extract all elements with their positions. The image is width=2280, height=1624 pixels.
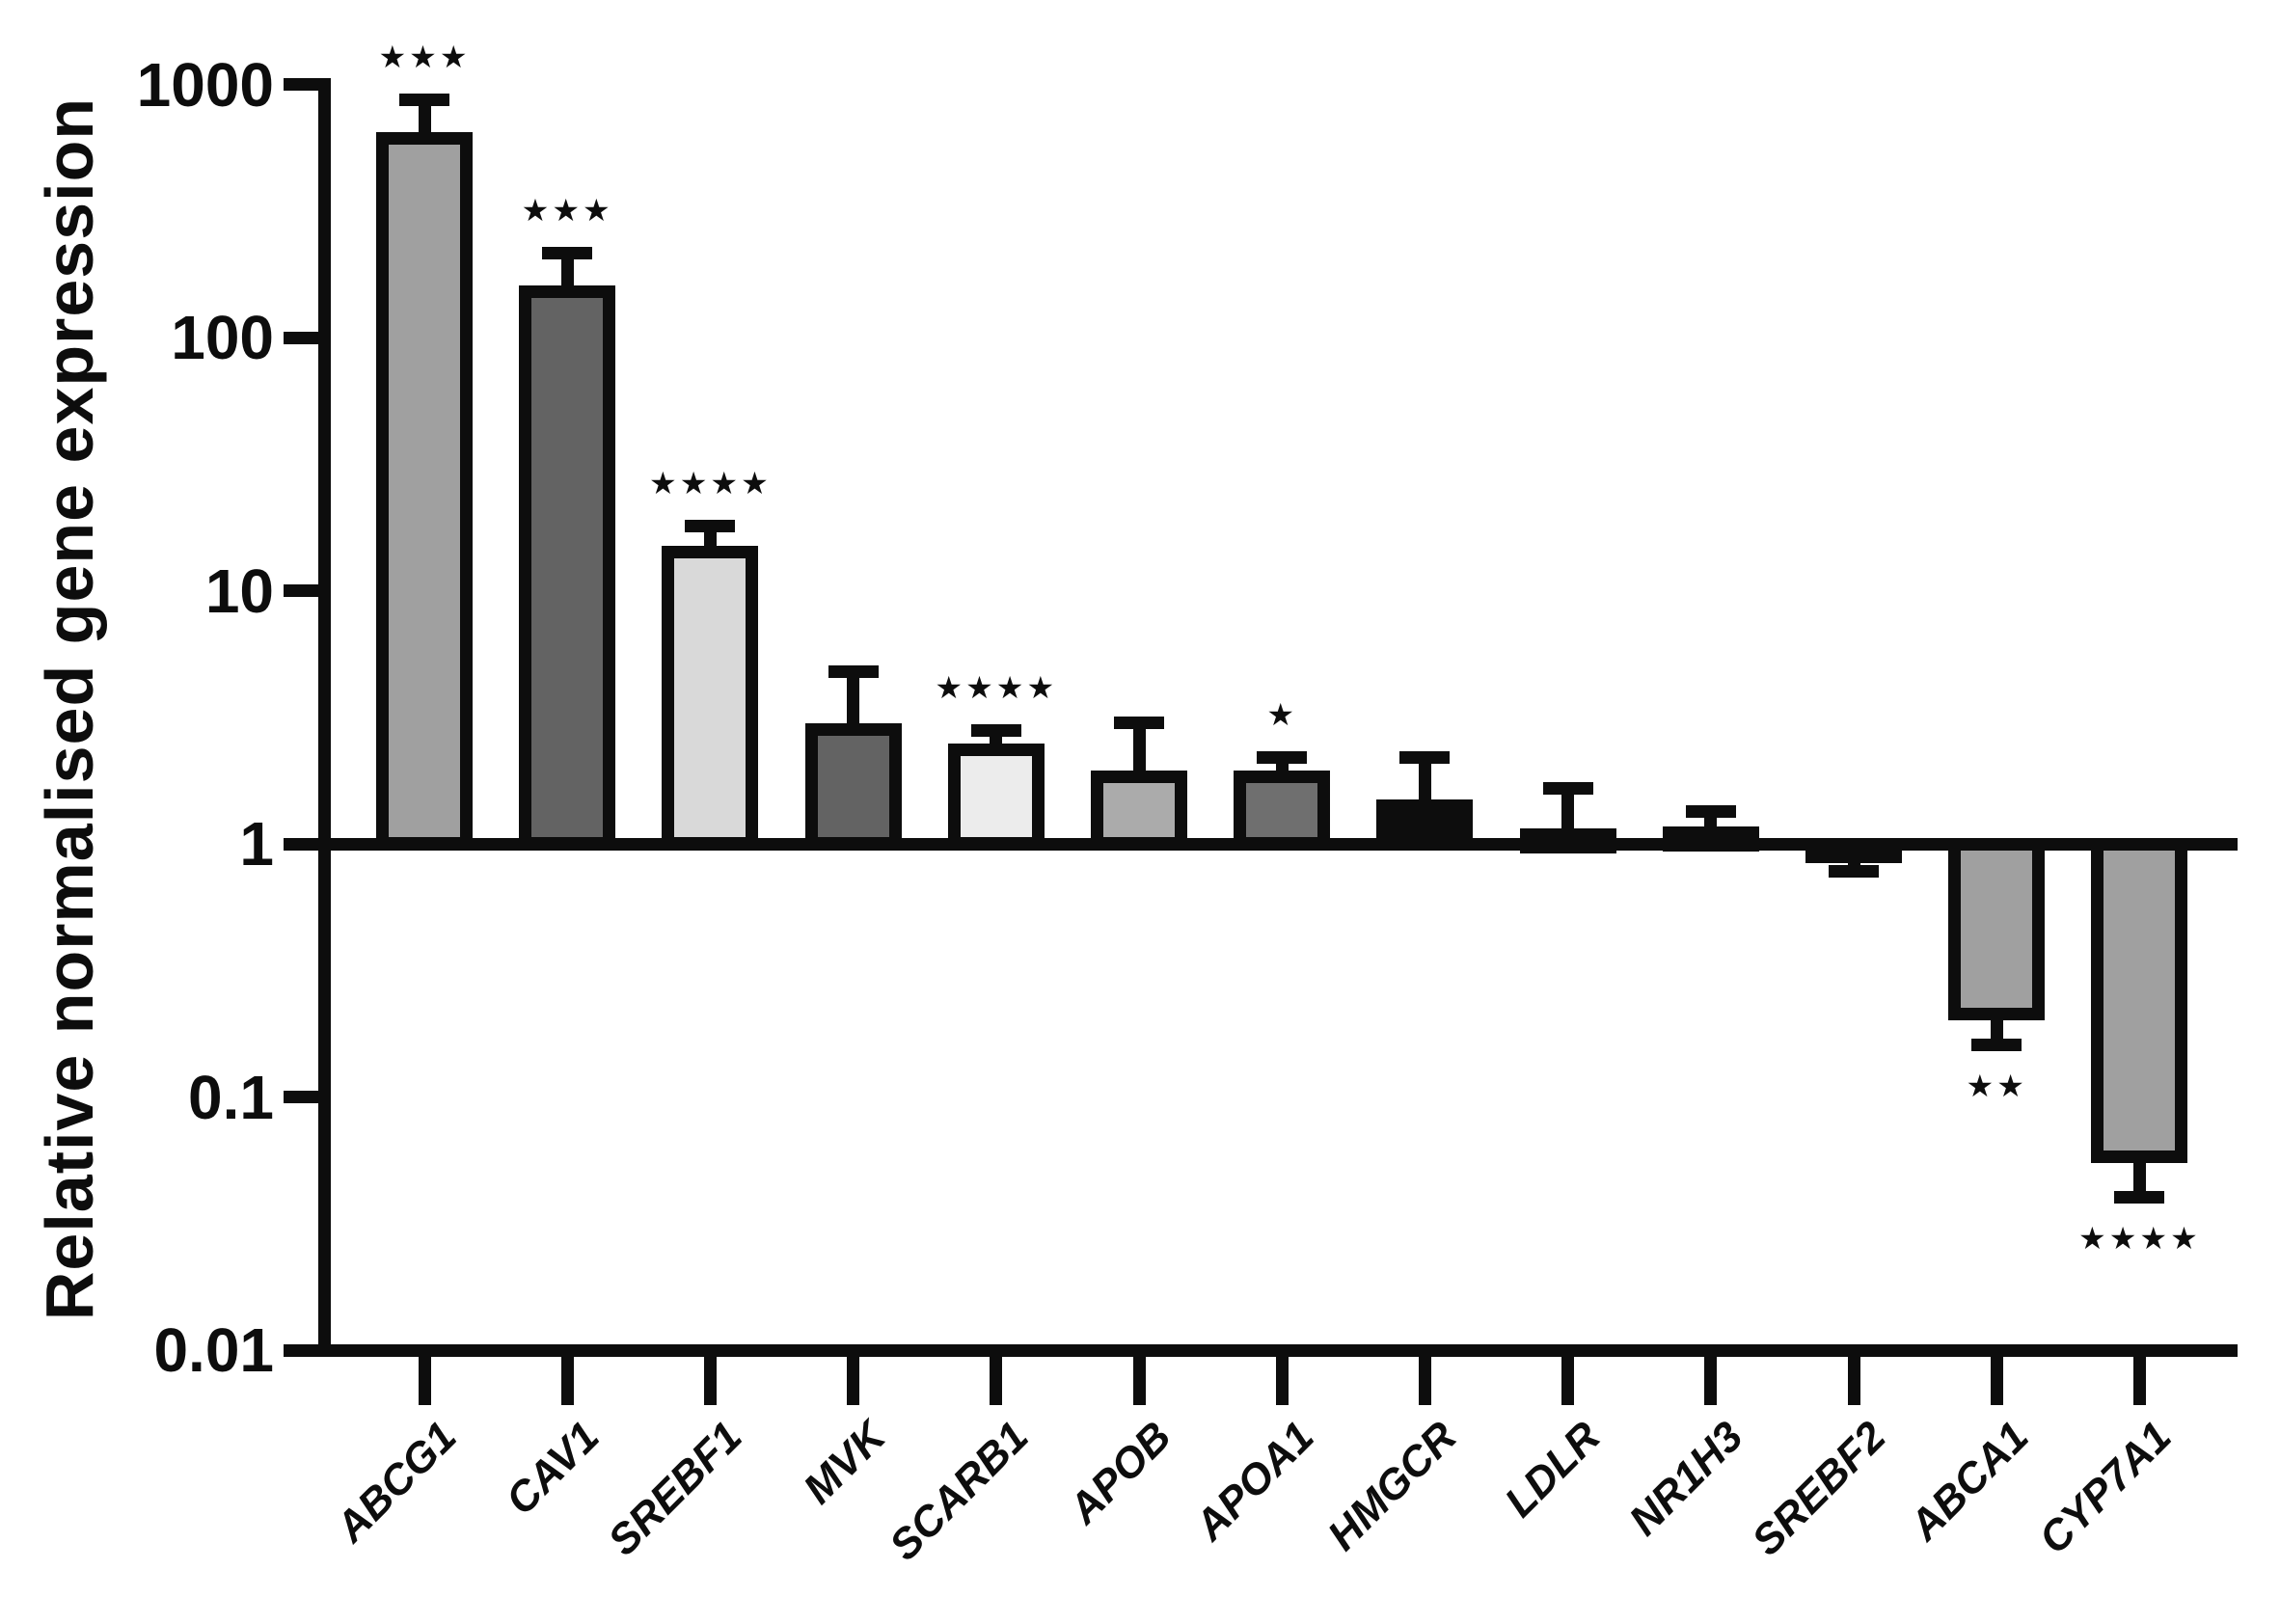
x-axis-tick (703, 1356, 717, 1405)
significance-stars: ★★★ (521, 192, 613, 230)
error-bar-cap (399, 93, 449, 106)
error-bar-cap (1114, 717, 1164, 730)
error-bar-stem (560, 253, 574, 296)
x-axis-tick (418, 1356, 431, 1405)
x-axis-tick (1561, 1356, 1575, 1405)
error-bar-cap (1971, 1039, 2022, 1052)
error-bar-cap (1829, 864, 1879, 878)
bar-SREBF2 (1805, 837, 1902, 863)
bar-HMGCR (1376, 798, 1474, 851)
y-tick-label: 0.1 (188, 1062, 274, 1132)
error-bar-cap (1399, 750, 1451, 764)
y-axis-line (318, 78, 331, 1357)
x-axis-tick (560, 1356, 574, 1405)
x-axis-tick (1847, 1356, 1860, 1405)
x-axis-tick (2132, 1356, 2146, 1405)
bar-ABCA1 (1948, 837, 2046, 1021)
error-bar-cap (1685, 805, 1736, 819)
significance-stars: ★★ (1966, 1068, 2027, 1105)
y-tick-label: 0.01 (153, 1315, 274, 1385)
x-axis-line (318, 1343, 2238, 1357)
bar-MVK (804, 722, 902, 851)
error-bar-stem (1418, 757, 1431, 809)
error-bar-stem (2132, 1152, 2146, 1198)
y-axis-tick (284, 1343, 318, 1357)
y-axis-tick (284, 837, 318, 851)
x-axis-tick (1418, 1356, 1431, 1405)
error-bar-stem (418, 99, 431, 142)
x-axis-tick (1704, 1356, 1718, 1405)
bar-CYP7A1 (2091, 837, 2188, 1163)
x-axis-tick (990, 1356, 1003, 1405)
error-bar-cap (828, 664, 879, 678)
y-axis-tick (284, 331, 318, 344)
error-bar-cap (1542, 782, 1593, 796)
error-bar-cap (542, 247, 593, 260)
significance-stars: ★★★★ (649, 464, 772, 501)
bar-APOB (1091, 770, 1187, 851)
bar-APOA1 (1234, 770, 1331, 851)
y-tick-label: 1 (239, 809, 274, 879)
significance-stars: ★★★★ (935, 669, 1058, 707)
significance-stars: ★★★★ (2078, 1220, 2201, 1258)
y-tick-label: 100 (171, 303, 274, 372)
error-bar-stem (1132, 722, 1146, 780)
x-axis-tick (1990, 1356, 2003, 1405)
error-bar-cap (970, 724, 1021, 738)
error-bar-cap (685, 519, 736, 532)
error-bar-stem (847, 671, 860, 733)
error-bar-cap (2114, 1191, 2165, 1204)
bar-SREBF1 (662, 546, 759, 851)
significance-stars: ★ (1266, 695, 1298, 733)
bar-SCARB1 (947, 743, 1045, 851)
bar-ABCG1 (376, 131, 473, 851)
x-axis-tick (847, 1356, 860, 1405)
significance-stars: ★★★ (378, 38, 471, 75)
bar-LDLR (1519, 828, 1616, 854)
y-tick-label: 1000 (136, 49, 274, 120)
x-axis-tick (1132, 1356, 1146, 1405)
bar-CAV1 (519, 285, 616, 851)
error-bar-cap (1257, 750, 1308, 764)
x-axis-tick (1275, 1356, 1289, 1405)
y-axis-tick (284, 584, 318, 597)
y-tick-label: 10 (204, 555, 274, 626)
error-bar-stem (1561, 788, 1575, 839)
y-axis-tick (284, 78, 318, 91)
bar-NR1H3 (1662, 826, 1759, 853)
y-axis-tick (284, 1091, 318, 1103)
